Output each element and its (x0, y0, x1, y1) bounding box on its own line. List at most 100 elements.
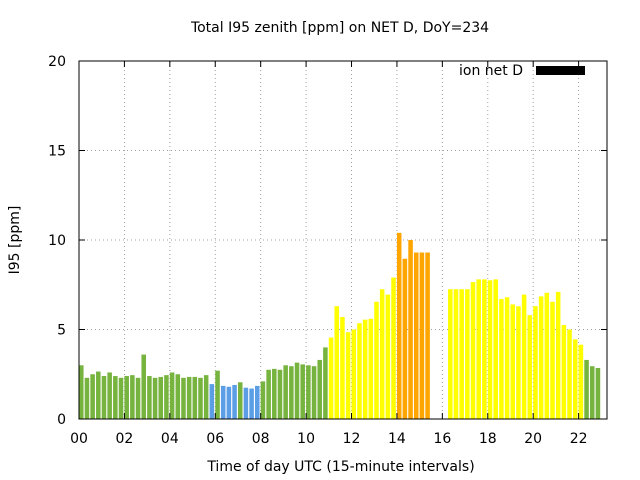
bar (402, 258, 408, 419)
bar (408, 240, 413, 419)
bar (561, 325, 567, 419)
x-tick-label: 22 (570, 431, 588, 447)
bar (413, 252, 419, 419)
bar (255, 385, 260, 419)
bar (158, 376, 164, 419)
y-axis-label: I95 [ppm] (7, 206, 23, 275)
bar (147, 376, 152, 419)
x-tick-label: 20 (524, 431, 542, 447)
bar (555, 291, 561, 419)
bar (283, 365, 288, 419)
bar (345, 332, 351, 419)
x-tick-label: 14 (388, 431, 406, 447)
bar (323, 347, 328, 419)
bar (362, 319, 368, 419)
bar (169, 372, 175, 419)
bar (203, 375, 209, 419)
legend-label: ion net D (459, 63, 523, 79)
bar (186, 376, 192, 419)
bar (266, 369, 271, 419)
bar (118, 377, 124, 419)
bar (357, 323, 362, 419)
x-axis-label: Time of day UTC (15-minute intervals) (206, 459, 474, 475)
bar (482, 279, 487, 419)
bar (328, 337, 334, 419)
bar (533, 306, 538, 419)
bar (124, 376, 129, 419)
bar (567, 329, 572, 419)
bar (243, 387, 249, 419)
bar (459, 289, 464, 419)
bar (516, 306, 521, 419)
bar (419, 252, 425, 419)
x-tick-label: 06 (206, 431, 224, 447)
x-tick-label: 16 (433, 431, 451, 447)
bar (289, 366, 294, 419)
x-tick-label: 18 (479, 431, 497, 447)
legend-swatch (536, 66, 585, 75)
bar (334, 306, 340, 419)
bar (226, 386, 232, 419)
bar (379, 289, 385, 419)
x-tick-label: 08 (252, 431, 270, 447)
bar (578, 344, 584, 419)
bar (220, 385, 226, 419)
bar (470, 282, 476, 419)
bar (589, 366, 595, 419)
bar (504, 297, 510, 419)
bar (260, 381, 266, 419)
bar (487, 280, 493, 419)
bar (84, 377, 90, 419)
bar (181, 377, 186, 419)
bar (141, 354, 146, 419)
bar (391, 277, 396, 419)
bar (113, 376, 118, 419)
bar (175, 374, 181, 419)
bar (340, 316, 345, 419)
bar (550, 301, 555, 419)
bar (521, 294, 527, 419)
bar (130, 375, 135, 419)
bar (425, 252, 430, 419)
bar (249, 388, 254, 419)
bar (493, 279, 498, 419)
y-tick-label: 20 (48, 54, 66, 70)
bar (453, 289, 459, 419)
bar (306, 365, 311, 419)
bar (237, 382, 243, 419)
y-tick-label: 10 (48, 233, 66, 249)
x-tick-label: 12 (343, 431, 361, 447)
bar (101, 376, 107, 419)
bar (595, 367, 601, 419)
bar (317, 359, 322, 419)
bars-group (79, 232, 601, 419)
bar (277, 369, 283, 419)
bar (538, 296, 544, 419)
bar (527, 315, 533, 419)
bar (79, 365, 84, 419)
legend: ion net D (459, 63, 585, 79)
bar (198, 377, 203, 419)
bar (351, 329, 357, 419)
bar (135, 377, 141, 419)
bar (152, 377, 158, 419)
bar (164, 375, 169, 419)
axis-ticks: 00 02 04 06 08 10 12 14 16 18 20 22 0 5 10 15 20 (48, 54, 607, 447)
bar (499, 299, 504, 419)
bar (107, 372, 112, 419)
y-tick-label: 0 (57, 412, 66, 428)
bar (396, 232, 402, 419)
bar (385, 294, 391, 419)
bar (465, 289, 470, 419)
bar (90, 374, 95, 419)
x-tick-label: 02 (116, 431, 134, 447)
x-tick-label: 04 (161, 431, 179, 447)
bar (232, 384, 237, 419)
bar (544, 292, 550, 419)
bar (272, 368, 277, 419)
bar (300, 364, 305, 419)
bar (584, 359, 589, 419)
y-tick-label: 5 (57, 323, 66, 339)
bar (368, 318, 374, 419)
